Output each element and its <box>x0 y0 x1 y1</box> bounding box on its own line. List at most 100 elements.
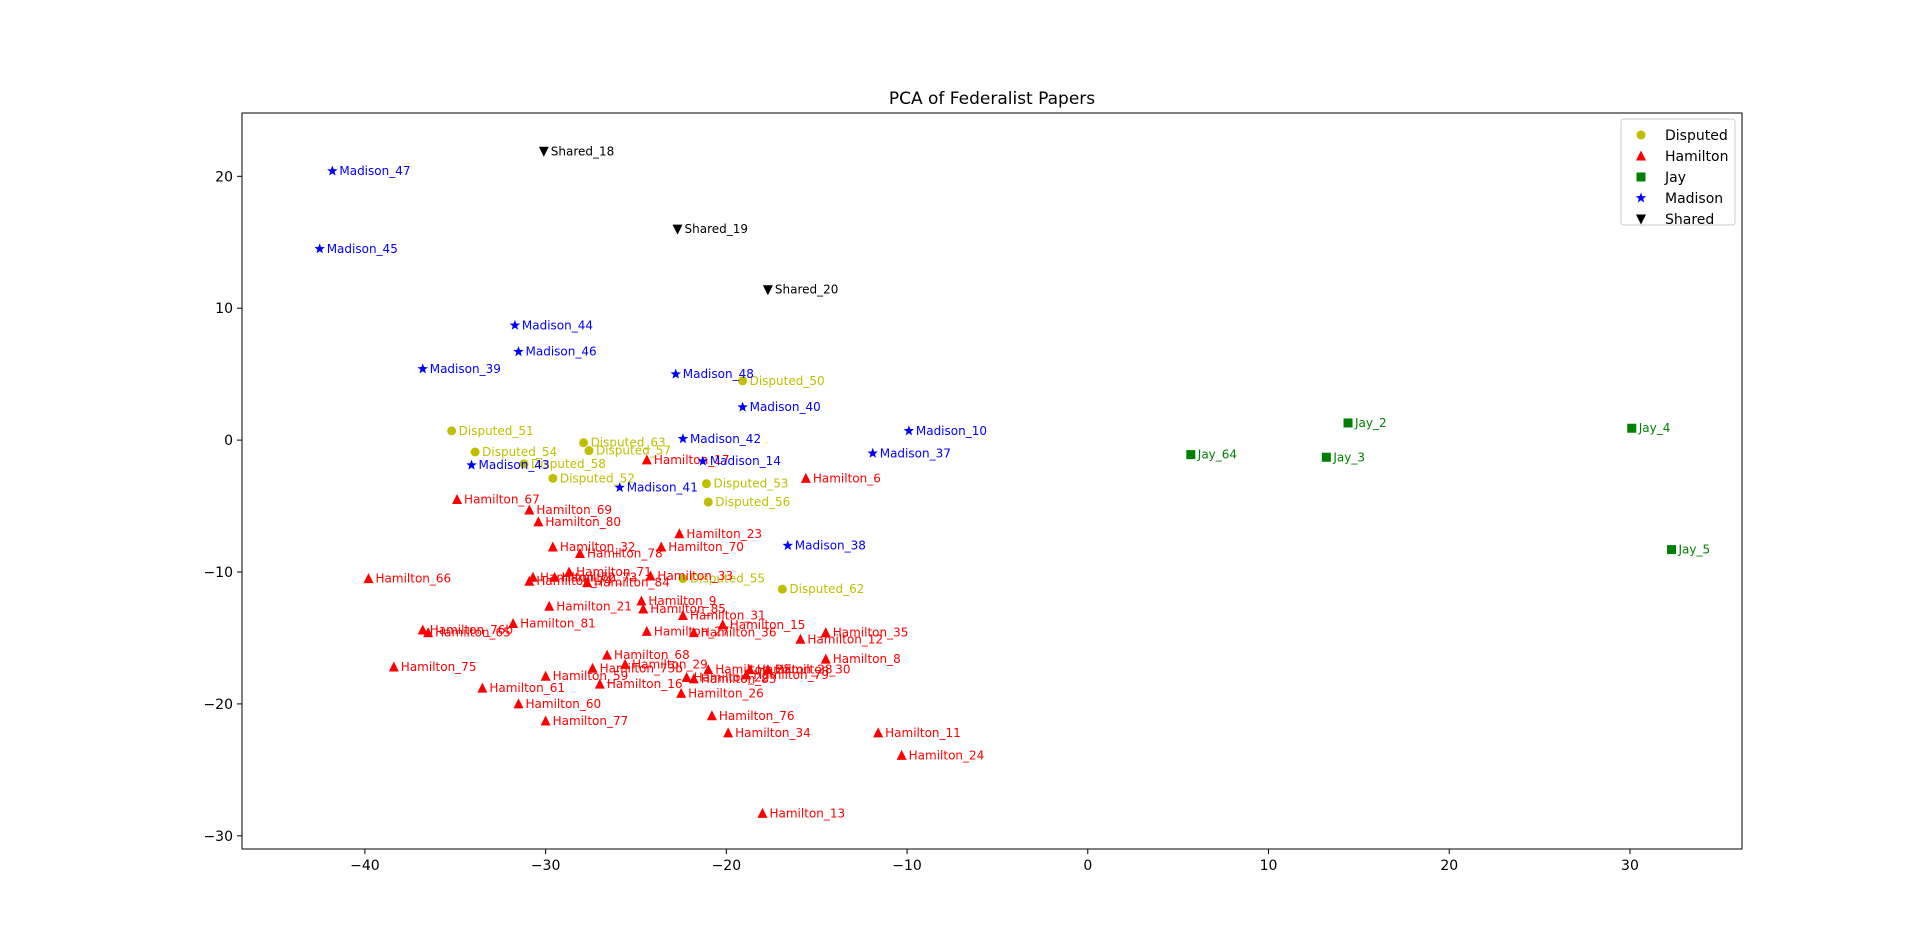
y-tick-label: 10 <box>215 301 233 317</box>
y-tick-label: −10 <box>203 565 233 581</box>
point-label: Hamilton_70 <box>668 540 744 554</box>
point-shared-marker <box>538 146 549 157</box>
legend-hamilton-marker <box>1636 150 1646 161</box>
point-label: Hamilton_15 <box>730 618 806 632</box>
point-hamilton-marker <box>388 661 399 672</box>
point-madison-marker <box>867 447 878 458</box>
point-label: Hamilton_66 <box>376 572 452 586</box>
point-hamilton-marker <box>638 603 649 614</box>
point-hamilton-marker <box>820 627 831 638</box>
point-hamilton-marker <box>873 727 884 738</box>
point-label: Disputed_50 <box>750 374 825 388</box>
point-jay-marker <box>1186 450 1196 460</box>
y-tick-label: −20 <box>203 697 233 713</box>
point-hamilton-marker <box>544 600 555 611</box>
x-tick-label: 30 <box>1621 858 1639 874</box>
y-tick-label: 0 <box>224 433 233 449</box>
point-label: Disputed_55 <box>690 572 765 586</box>
x-tick-label: 10 <box>1260 858 1278 874</box>
axis-ticks: −40 −30 −20 −10 0 10 20 30 −30 −20 −10 0 10 20 <box>203 169 1638 874</box>
point-hamilton-marker <box>641 625 652 636</box>
point-hamilton-marker <box>762 664 773 675</box>
legend-entry: Shared <box>1665 212 1714 228</box>
legend-entry: Hamilton <box>1665 149 1728 165</box>
point-label: Jay_2 <box>1354 416 1387 430</box>
x-tick-label: −20 <box>712 858 742 874</box>
point-label: Hamilton_69 <box>536 503 612 517</box>
point-label: Disputed_51 <box>459 424 534 438</box>
point-hamilton-marker <box>574 548 585 559</box>
legend-disputed-marker <box>1636 130 1646 140</box>
legend: Disputed Hamilton Jay Madison Shared <box>1620 118 1736 228</box>
point-hamilton-marker <box>587 662 598 673</box>
point-label: Hamilton_76 <box>719 709 795 723</box>
point-madison-marker <box>417 363 428 374</box>
point-disputed-marker <box>447 426 457 436</box>
point-label: Disputed_52 <box>560 471 635 485</box>
point-label: Hamilton_31 <box>690 609 766 623</box>
point-hamilton-marker <box>677 610 688 621</box>
point-shared-marker <box>672 224 683 235</box>
point-label: Hamilton_59 <box>553 669 629 683</box>
point-label: Madison_41 <box>627 481 698 495</box>
point-label: Disputed_56 <box>715 495 790 509</box>
chart-title: PCA of Federalist Papers <box>889 89 1095 109</box>
point-jay-marker <box>1667 545 1677 555</box>
point-disputed-marker <box>584 446 594 456</box>
x-tick-label: −40 <box>350 858 380 874</box>
point-label: Hamilton_13 <box>769 806 845 820</box>
point-label: Madison_40 <box>750 400 821 414</box>
point-madison-marker <box>466 459 477 470</box>
point-hamilton-marker <box>547 541 558 552</box>
point-hamilton-marker <box>820 653 831 664</box>
point-madison-marker <box>670 368 681 379</box>
point-label: Hamilton_12 <box>807 632 883 646</box>
x-tick-label: 20 <box>1440 858 1458 874</box>
point-label: Madison_14 <box>710 454 781 468</box>
point-disputed-marker <box>777 584 787 594</box>
point-disputed-marker <box>579 438 589 448</box>
point-label: Hamilton_83 <box>701 672 777 686</box>
x-tick-label: −30 <box>531 858 561 874</box>
x-tick-label: 0 <box>1083 858 1092 874</box>
point-disputed-marker <box>548 473 558 483</box>
point-label: Disputed_63 <box>591 436 666 450</box>
point-label: Hamilton_35 <box>833 626 909 640</box>
point-label: Hamilton_21 <box>556 599 632 613</box>
points-layer: Disputed_51Disputed_54Disputed_58Dispute… <box>314 144 1710 820</box>
plot-frame <box>241 112 1743 850</box>
point-label: Disputed_57 <box>596 444 671 458</box>
point-shared-marker <box>762 285 773 296</box>
point-label: Hamilton_71 <box>576 565 652 579</box>
point-label: Shared_18 <box>551 144 615 158</box>
legend-shared-marker <box>1636 214 1646 225</box>
point-hamilton-marker <box>688 627 699 638</box>
point-madison-marker <box>697 455 709 466</box>
point-label: Hamilton_77 <box>553 714 629 728</box>
point-label: Madison_44 <box>522 318 593 332</box>
point-hamilton-marker <box>620 658 631 669</box>
point-hamilton-marker <box>582 577 593 588</box>
point-label: Madison_38 <box>795 539 866 553</box>
point-disputed-marker <box>470 447 480 457</box>
legend-madison-marker <box>1635 192 1647 203</box>
point-hamilton-marker <box>703 664 714 675</box>
point-label: Jay_3 <box>1332 450 1365 464</box>
legend-jay-marker <box>1636 172 1646 182</box>
point-label: Hamilton_73 <box>562 570 638 584</box>
point-madison-marker <box>509 319 521 330</box>
point-madison-marker <box>314 243 325 254</box>
point-hamilton-marker <box>533 516 544 527</box>
point-label: Madison_37 <box>880 446 951 460</box>
y-tick-label: −30 <box>203 829 233 845</box>
point-label: Hamilton_24 <box>909 748 985 762</box>
point-label: Hamilton_73b <box>600 661 683 675</box>
point-label: Hamilton_68 <box>614 648 690 662</box>
point-label: Hamilton_6 <box>813 471 881 485</box>
point-label: Hamilton_85 <box>650 602 726 616</box>
point-label: Madison_43 <box>479 458 550 472</box>
point-madison-marker <box>614 482 625 493</box>
point-label: Hamilton_61 <box>489 681 565 695</box>
point-label: Disputed_53 <box>713 477 788 491</box>
